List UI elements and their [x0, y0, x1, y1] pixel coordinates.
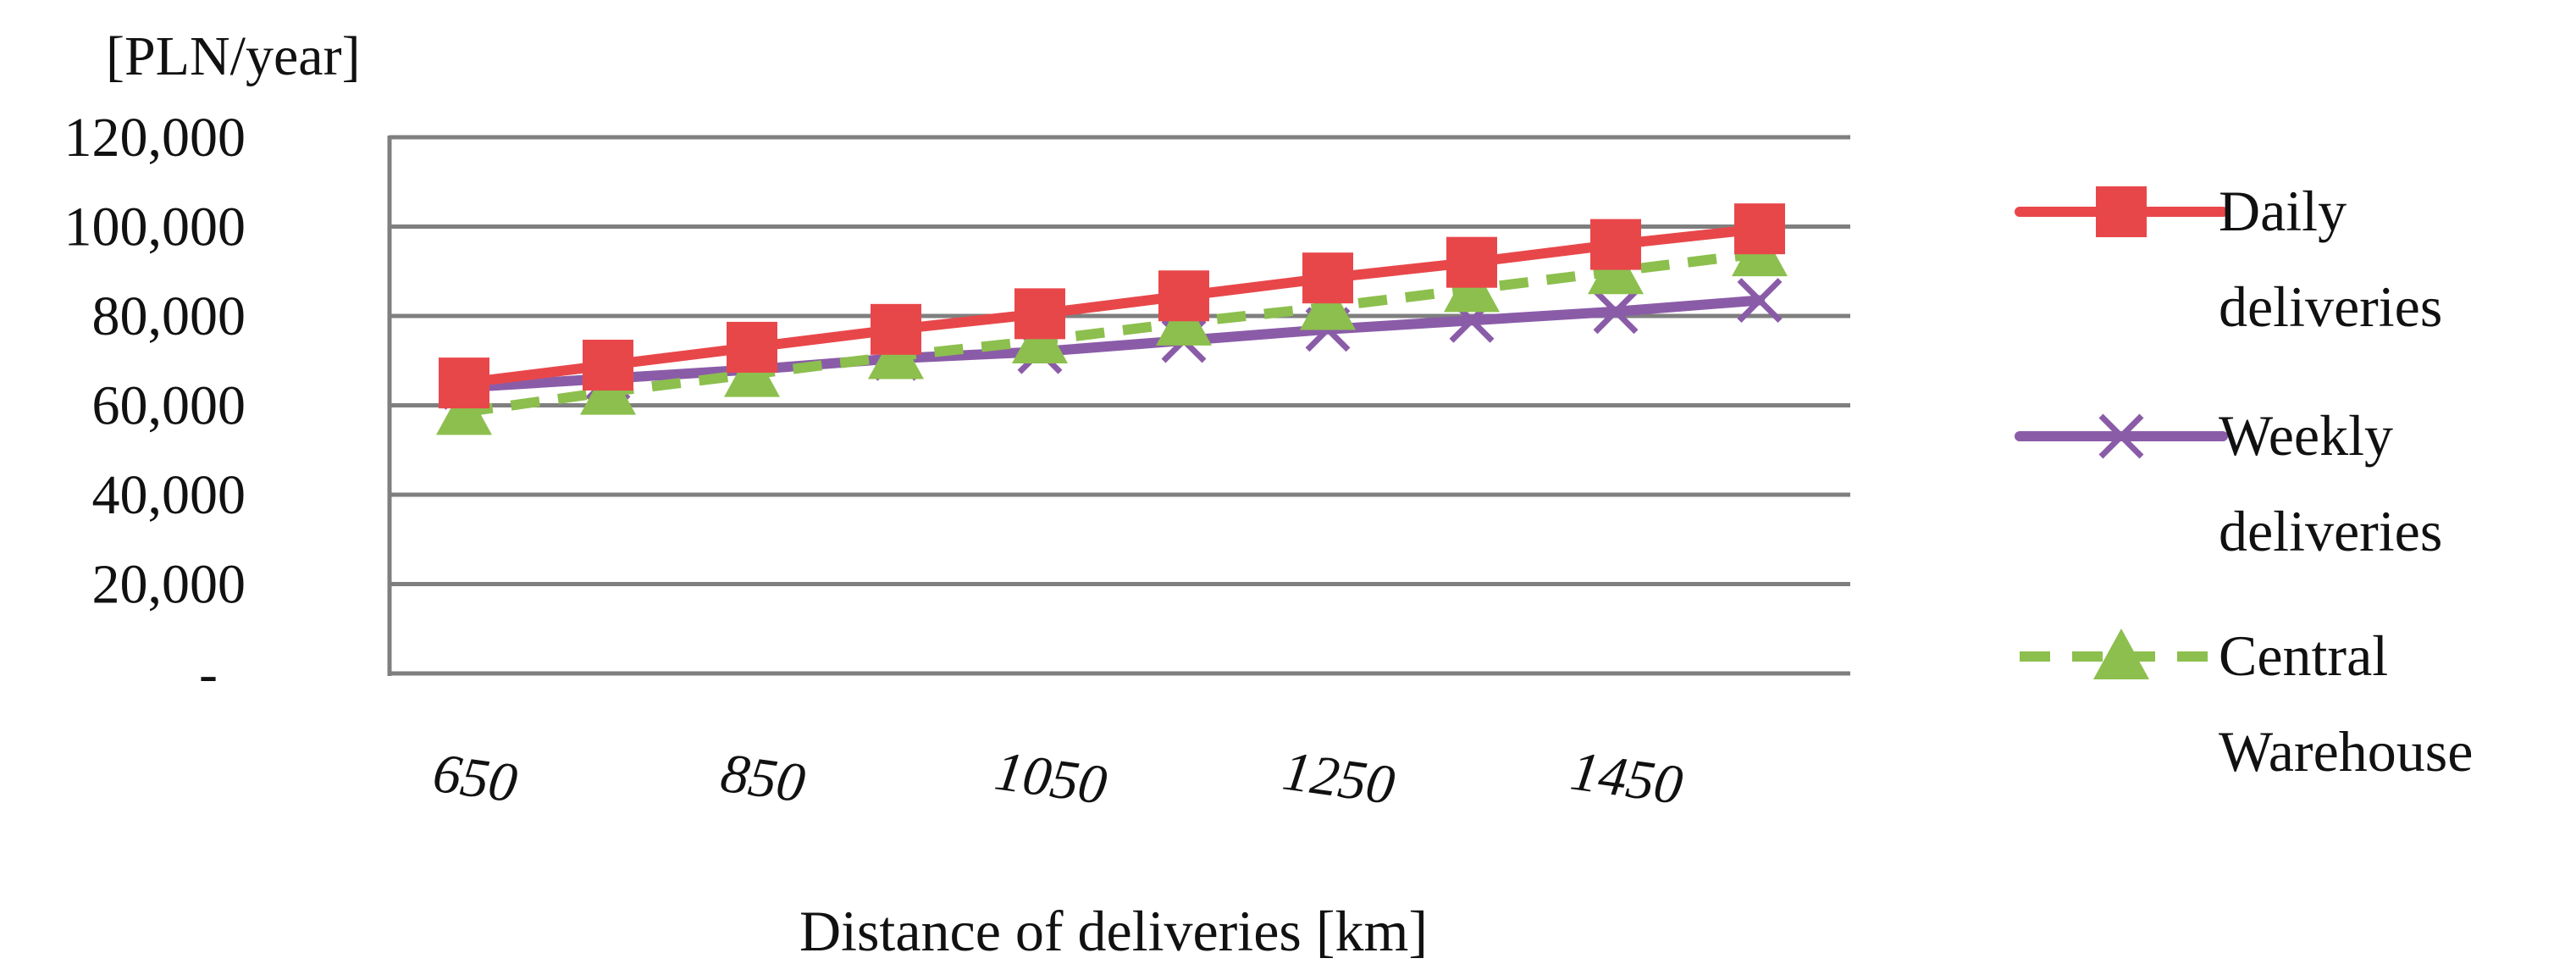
legend-marker-triangle: [2093, 629, 2149, 679]
legend-label: deliveries: [2219, 274, 2442, 339]
legend-label: Central: [2219, 623, 2388, 688]
legend-item-daily-deliveries: Daily deliveries: [2015, 179, 2442, 339]
data-point-square: [1014, 288, 1065, 340]
y-axis-title: [PLN/year]: [106, 25, 361, 87]
data-point-square: [583, 340, 633, 391]
x-tick-label: 1450: [1567, 740, 1687, 817]
series-daily-deliveries: [439, 203, 1785, 409]
y-tick-labels: - 20,000 40,000 60,000 80,000 100,000 120,000: [64, 107, 246, 705]
data-point-square: [727, 321, 777, 373]
data-point-square: [1158, 270, 1209, 322]
y-tick-label: 100,000: [64, 197, 246, 258]
series-line: [459, 295, 1765, 393]
series-line: [459, 224, 1765, 389]
gridlines: [387, 135, 1850, 676]
data-point-square: [1590, 219, 1641, 270]
x-stroke: [2098, 413, 2144, 459]
x-axis-title: Distance of deliveries [km]: [799, 899, 1428, 963]
x-stroke: [1737, 278, 1783, 324]
x-tick-label: 650: [429, 742, 521, 815]
data-point-square: [1446, 236, 1497, 288]
data-point-x: [1737, 278, 1783, 324]
legend-label: Weekly: [2219, 403, 2393, 468]
y-tick-label: 80,000: [92, 285, 246, 347]
legend-marker-x: [2098, 413, 2144, 459]
x-tick-label: 1050: [992, 740, 1111, 817]
series-weekly-deliveries: [441, 278, 1783, 410]
y-tick-label: -: [199, 643, 218, 705]
x-tick-label: 850: [717, 742, 809, 815]
plot-area: [436, 203, 1788, 435]
data-point-square: [439, 357, 489, 409]
data-point-square: [871, 303, 921, 355]
y-tick-label: 20,000: [92, 554, 246, 616]
legend-label: Daily: [2219, 179, 2347, 243]
series-line: [463, 248, 1761, 418]
y-tick-label: 40,000: [92, 464, 246, 526]
data-point-triangle: [1300, 279, 1356, 330]
legend-item-weekly-deliveries: Weekly deliveries: [2015, 403, 2442, 563]
y-tick-label: 60,000: [92, 375, 246, 437]
legend-label: Warehouse: [2219, 719, 2473, 784]
legend-label: deliveries: [2219, 499, 2442, 563]
data-point-triangle: [436, 384, 492, 435]
x-tick-labels: 650 850 1050 1250 1450: [429, 740, 1687, 817]
x-tick-label: 1250: [1280, 740, 1399, 817]
y-tick-label: 120,000: [64, 107, 246, 169]
data-point-square: [1734, 203, 1785, 255]
data-point-square: [1302, 252, 1353, 304]
legend-marker-square: [2096, 186, 2147, 237]
legend-item-central-warehouse: Central Warehouse: [2020, 623, 2473, 784]
x-stroke: [1593, 289, 1639, 335]
legend: Daily deliveries Weekly deliveries Central Wa…: [2015, 179, 2473, 784]
data-point-x: [1593, 289, 1639, 335]
